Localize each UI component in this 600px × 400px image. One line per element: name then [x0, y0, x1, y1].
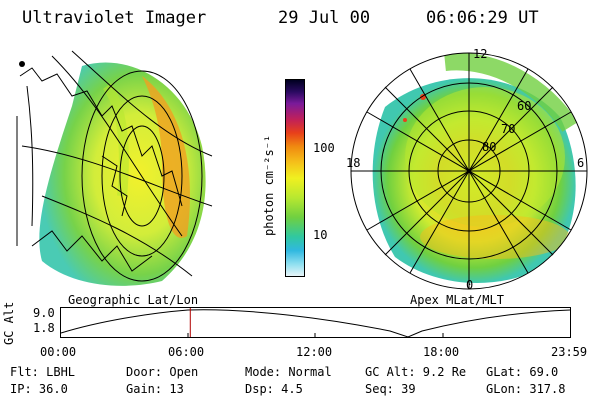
timeline-axis-label: GC Alt [2, 301, 16, 345]
timeline-x-tick-0000: 00:00 [40, 345, 77, 359]
colorbar-tick-100: 100 [313, 141, 335, 155]
altitude-timeline-plot [60, 307, 571, 338]
colorbar-unit-label: photon cm⁻²s⁻¹ [262, 134, 276, 236]
polar-mlt-label-6: 6 [577, 156, 584, 170]
polar-auroral-image: 60 70 80 12 18 6 0 [346, 47, 588, 292]
polar-lat-label-70: 70 [501, 122, 515, 136]
geographic-auroral-image [16, 50, 213, 286]
polar-mlt-label-0: 0 [466, 278, 473, 292]
timeline-x-tick-2359: 23:59 [551, 345, 588, 359]
filter-info: Flt: LBHL [10, 365, 76, 379]
gain-info: Gain: 13 [126, 382, 184, 396]
polar-mlt-label-12: 12 [473, 47, 487, 61]
dsp-info: Dsp: 4.5 [245, 382, 303, 396]
polar-lat-label-60: 60 [517, 99, 531, 113]
timeline-x-tick-1200: 12:00 [296, 345, 333, 359]
polar-lat-label-80: 80 [482, 140, 496, 154]
timeline-y-tick-low: 1.8 [33, 321, 55, 335]
geographic-label: Geographic Lat/Lon [68, 293, 199, 307]
timeline-x-tick-0600: 06:00 [168, 345, 205, 359]
glon-info: GLon: 317.8 [486, 382, 566, 396]
instrument-title: Ultraviolet Imager [22, 8, 207, 28]
glat-info: GLat: 69.0 [486, 365, 559, 379]
gc-alt-info: GC Alt: 9.2 Re [365, 365, 467, 379]
time-label: 06:06:29 UT [426, 8, 539, 28]
door-info: Door: Open [126, 365, 199, 379]
polar-mlt-label-18: 18 [346, 156, 360, 170]
polar-label: Apex MLat/MLT [410, 293, 504, 307]
timeline-y-tick-high: 9.0 [33, 306, 55, 320]
colorbar-tick-10: 10 [313, 228, 328, 242]
timeline-x-tick-1800: 18:00 [423, 345, 460, 359]
colorbar [285, 79, 305, 277]
date-label: 29 Jul 00 [278, 8, 371, 28]
mode-info: Mode: Normal [245, 365, 332, 379]
ip-info: IP: 36.0 [10, 382, 68, 396]
seq-info: Seq: 39 [365, 382, 416, 396]
